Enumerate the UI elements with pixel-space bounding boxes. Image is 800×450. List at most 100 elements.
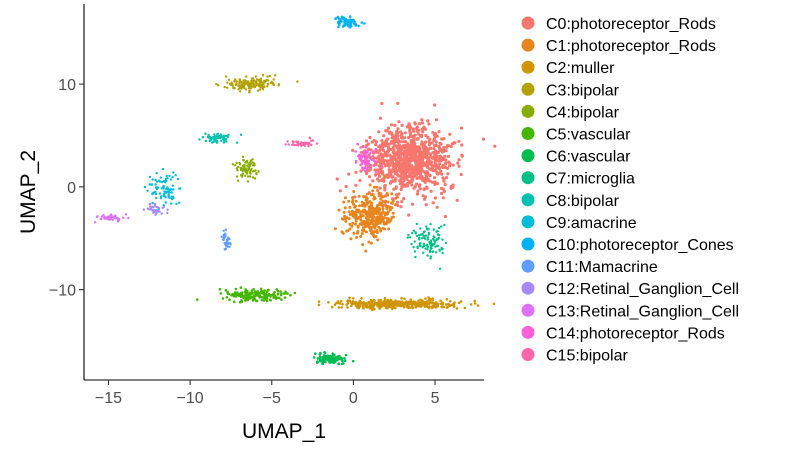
legend-item: C6:vascular xyxy=(521,149,631,166)
data-point xyxy=(414,173,418,177)
data-point xyxy=(346,299,349,303)
data-point xyxy=(346,24,350,27)
data-point xyxy=(437,130,441,134)
data-point xyxy=(418,122,422,126)
data-point xyxy=(420,155,424,159)
data-point xyxy=(261,74,265,77)
data-point xyxy=(248,89,251,92)
data-point xyxy=(441,251,444,255)
data-point xyxy=(172,171,175,174)
data-point xyxy=(460,143,464,147)
data-point xyxy=(204,132,207,135)
data-point xyxy=(170,195,174,198)
data-point xyxy=(427,143,431,147)
data-point xyxy=(378,186,382,190)
data-point xyxy=(397,148,401,153)
data-point xyxy=(384,222,388,226)
data-point xyxy=(365,163,368,166)
data-point xyxy=(384,304,387,308)
data-point xyxy=(435,154,439,158)
data-point xyxy=(364,153,367,157)
data-point xyxy=(418,302,421,306)
data-point xyxy=(434,118,439,122)
data-point xyxy=(254,84,257,88)
data-point xyxy=(254,75,258,78)
data-point xyxy=(446,302,450,306)
data-point xyxy=(411,127,415,131)
data-point xyxy=(396,152,400,156)
data-point xyxy=(339,18,342,21)
data-point xyxy=(394,185,398,189)
data-point xyxy=(403,302,407,306)
data-point xyxy=(460,153,464,157)
data-point xyxy=(371,305,375,309)
series-points xyxy=(143,167,182,212)
data-point xyxy=(238,300,242,304)
data-point xyxy=(386,159,390,163)
data-point xyxy=(322,356,326,360)
data-point xyxy=(296,80,299,83)
data-point xyxy=(481,137,486,141)
data-point xyxy=(444,303,448,306)
data-point xyxy=(286,292,289,295)
y-axis-title: UMAP_2 xyxy=(17,150,40,234)
data-point xyxy=(352,190,356,193)
data-point xyxy=(394,171,398,175)
data-point xyxy=(419,169,423,173)
legend-key xyxy=(521,104,535,118)
data-point xyxy=(158,179,161,182)
data-point xyxy=(408,131,412,135)
data-point xyxy=(394,193,399,197)
data-point xyxy=(371,300,374,303)
data-point xyxy=(327,301,330,304)
data-point xyxy=(316,360,319,363)
data-point xyxy=(372,164,376,167)
series-points xyxy=(142,202,169,216)
data-point xyxy=(473,302,477,305)
series-points xyxy=(334,15,366,29)
data-point xyxy=(356,229,360,233)
data-point xyxy=(404,151,408,155)
legend-label: C12:Retinal_Ganglion_Cell xyxy=(546,281,739,298)
data-point xyxy=(111,218,114,222)
data-point xyxy=(420,150,424,154)
data-point xyxy=(239,295,243,299)
data-point xyxy=(286,140,289,143)
data-point xyxy=(234,287,238,291)
data-point xyxy=(406,304,409,307)
data-point xyxy=(365,220,369,224)
data-point xyxy=(424,133,428,138)
data-point xyxy=(426,254,429,257)
data-point xyxy=(387,164,391,168)
data-point xyxy=(416,136,420,140)
data-point xyxy=(410,164,414,168)
data-point xyxy=(240,84,244,87)
data-point xyxy=(456,161,460,165)
data-point xyxy=(434,251,438,254)
data-point xyxy=(355,236,359,239)
data-point xyxy=(255,78,259,81)
data-point xyxy=(155,196,158,200)
data-point xyxy=(234,164,237,167)
data-point xyxy=(304,142,307,145)
data-point xyxy=(241,155,245,158)
data-point xyxy=(433,236,436,239)
series-points xyxy=(220,228,232,251)
legend-label: C6:vascular xyxy=(546,149,631,166)
data-point xyxy=(342,16,346,20)
data-point xyxy=(250,79,253,83)
legend-label: C11:Mamacrine xyxy=(546,259,658,276)
data-point xyxy=(287,143,290,146)
data-point xyxy=(413,133,417,137)
data-point xyxy=(383,188,387,192)
data-point xyxy=(441,247,444,250)
data-point xyxy=(374,235,378,239)
data-point xyxy=(413,152,417,156)
data-point xyxy=(283,291,287,295)
data-point xyxy=(341,217,344,221)
data-point xyxy=(369,207,373,211)
data-point xyxy=(164,177,168,181)
data-point xyxy=(436,238,439,241)
data-point xyxy=(109,217,112,221)
data-point xyxy=(396,174,401,178)
